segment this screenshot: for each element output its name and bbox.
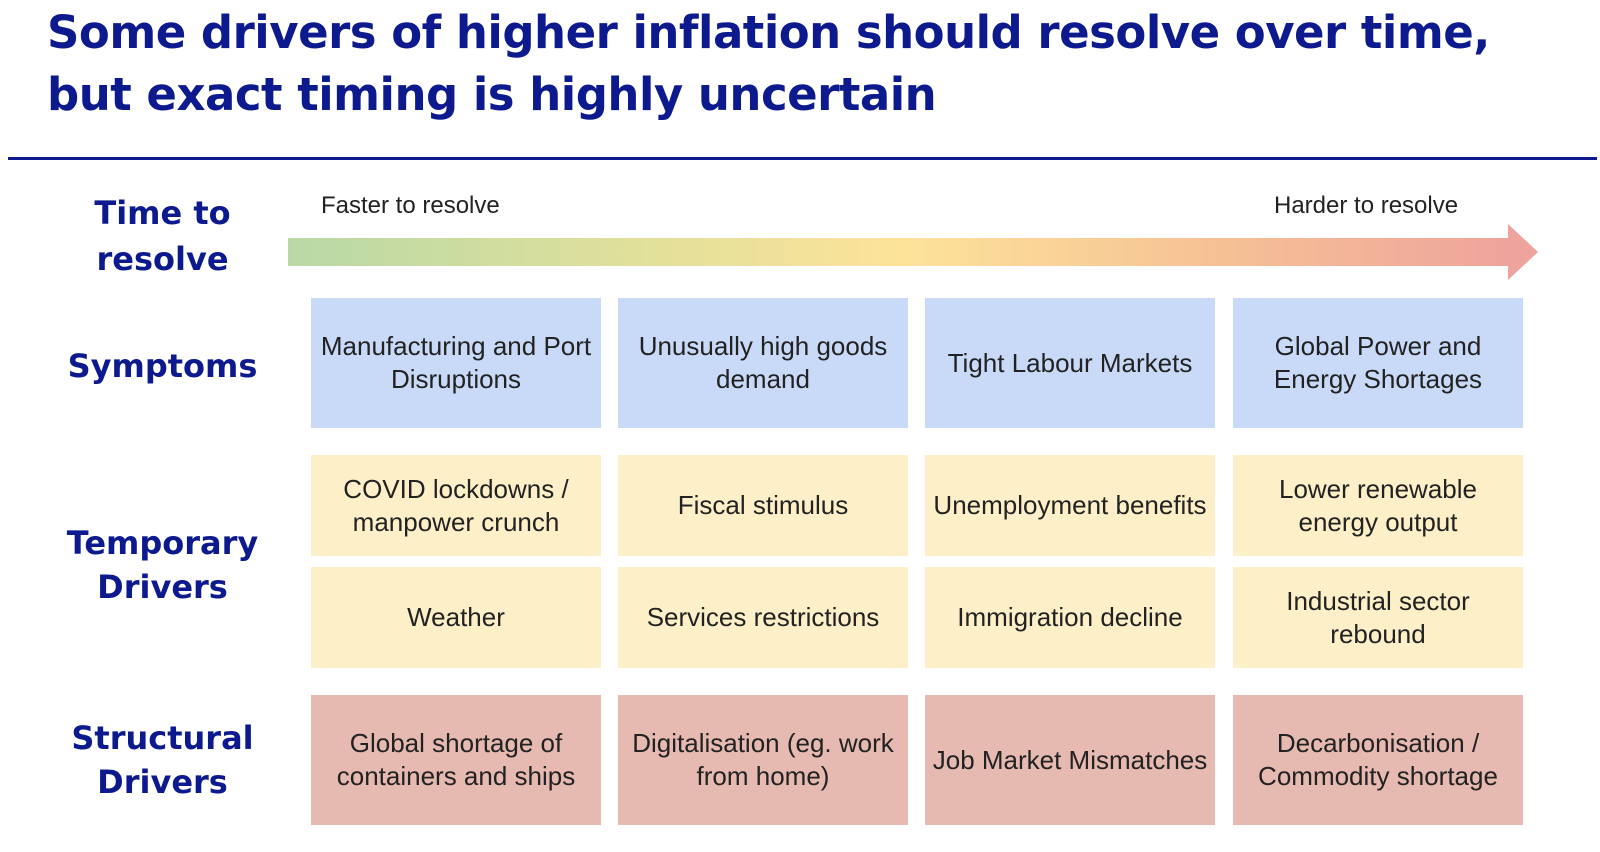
arrow-right-label: Harder to resolve (1274, 192, 1459, 219)
symptom-card: Unusually high goods demand (618, 298, 908, 428)
row-label-structural-line-2: Drivers (97, 763, 228, 801)
arrow-head-icon (1508, 224, 1538, 280)
temporary-driver-card: COVID lockdowns / manpower crunch (311, 455, 601, 556)
symptom-card: Global Power and Energy Shortages (1233, 298, 1523, 428)
title-line-2: but exact timing is highly uncertain (47, 68, 937, 121)
row-label-structural-drivers: Structural Drivers (55, 715, 270, 805)
structural-driver-card: Decarbonisation / Commodity shortage (1233, 695, 1523, 825)
row-label-symptoms-text: Symptoms (67, 347, 258, 385)
arrow-gradient-bar (288, 238, 1518, 266)
structural-driver-card: Global shortage of containers and ships (311, 695, 601, 825)
arrow-left-label: Faster to resolve (321, 192, 500, 219)
symptom-card: Manufacturing and Port Disruptions (311, 298, 601, 428)
structural-driver-card: Job Market Mismatches (925, 695, 1215, 825)
row-label-time-line-1: Time to (94, 194, 231, 232)
temporary-driver-card: Lower renewable energy output (1233, 455, 1523, 556)
symptom-card: Tight Labour Markets (925, 298, 1215, 428)
row-label-structural-line-1: Structural (71, 719, 254, 757)
row-label-symptoms: Symptoms (55, 338, 270, 394)
temporary-driver-card: Services restrictions (618, 567, 908, 668)
temporary-driver-card: Immigration decline (925, 567, 1215, 668)
row-label-time-to-resolve: Time to resolve (55, 190, 270, 282)
row-label-temporary-drivers: Temporary Drivers (55, 520, 270, 610)
temporary-driver-card: Weather (311, 567, 601, 668)
title-line-1: Some drivers of higher inflation should … (47, 6, 1490, 59)
temporary-driver-card: Industrial sector rebound (1233, 567, 1523, 668)
row-label-temporary-line-1: Temporary (66, 524, 259, 562)
title-divider (8, 157, 1597, 160)
row-label-time-line-2: resolve (96, 240, 229, 278)
page-title: Some drivers of higher inflation should … (47, 2, 1547, 126)
temporary-driver-card: Fiscal stimulus (618, 455, 908, 556)
structural-driver-card: Digitalisation (eg. work from home) (618, 695, 908, 825)
row-label-temporary-line-2: Drivers (97, 568, 228, 606)
temporary-driver-card: Unemployment benefits (925, 455, 1215, 556)
